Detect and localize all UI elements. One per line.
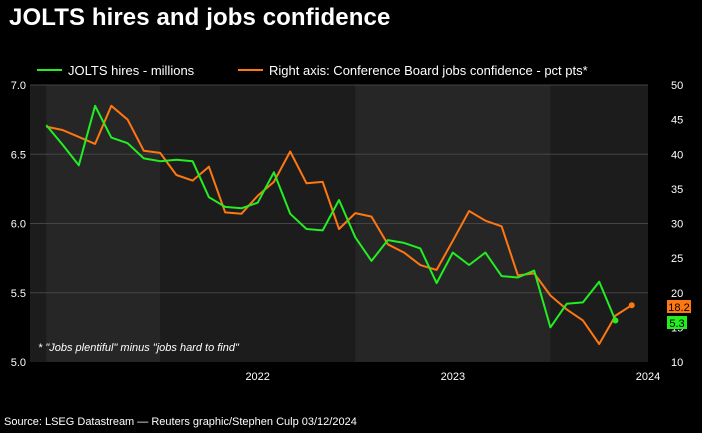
right-tick-50: 50 [671,80,683,92]
gridlines [30,84,648,294]
end-marker-hires [612,317,619,324]
right-tick-35: 35 [671,184,683,196]
left-tick-6.5: 6.5 [11,149,26,161]
series-line-hires [45,104,617,329]
source-line: Source: LSEG Datastream — Reuters graphi… [4,416,357,428]
end-tag-hires-bg [667,316,687,329]
right-tick-45: 45 [671,115,683,127]
chart-title: JOLTS hires and jobs confidence [9,4,391,31]
end-tag-confidence: 18.2 [668,302,689,314]
footnote: * "Jobs plentiful" minus "jobs hard to f… [38,342,240,354]
x-tick-2024: 2024 [636,371,660,383]
x-tick-2022: 2022 [245,371,269,383]
legend-label-confidence: Right axis: Conference Board jobs confid… [269,63,588,78]
right-tick-10: 10 [671,357,683,369]
right-tick-40: 40 [671,149,683,161]
left-axis-ticks: 5.0 5.5 6.0 6.5 7.0 [11,80,26,369]
x-tick-2023: 2023 [441,371,465,383]
end-markers: 18.2 5.3 [612,300,691,330]
right-tick-25: 25 [671,253,683,265]
x-axis-ticks: 2022 2023 2024 [245,371,660,383]
right-tick-20: 20 [671,288,683,300]
left-tick-6.0: 6.0 [11,219,26,231]
end-tag-confidence-bg [667,300,691,313]
legend-label-hires: JOLTS hires - millions [68,63,195,78]
left-tick-5.0: 5.0 [11,357,26,369]
left-tick-5.5: 5.5 [11,288,26,300]
legend: JOLTS hires - millions Right axis: Confe… [37,63,588,78]
right-tick-30: 30 [671,219,683,231]
end-tag-hires: 5.3 [669,318,684,330]
left-tick-7.0: 7.0 [11,80,26,92]
end-marker-confidence [628,302,635,309]
